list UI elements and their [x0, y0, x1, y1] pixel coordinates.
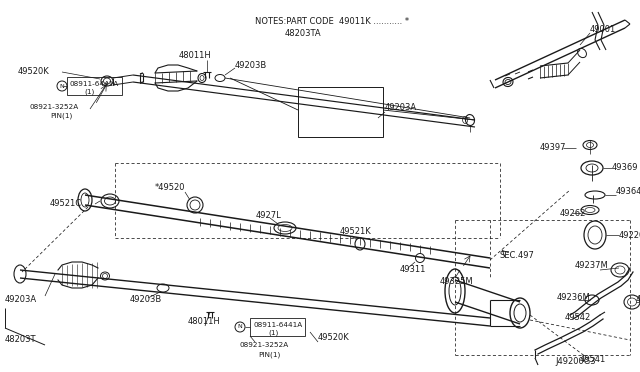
- Bar: [250, 318, 305, 336]
- Text: 49237M: 49237M: [575, 260, 609, 269]
- Text: 49203B: 49203B: [130, 295, 163, 305]
- Text: 49520K: 49520K: [318, 334, 349, 343]
- Text: 48203T: 48203T: [5, 336, 36, 344]
- Text: (1): (1): [268, 330, 278, 336]
- Text: PIN(1): PIN(1): [50, 113, 72, 119]
- Text: (1): (1): [84, 89, 94, 95]
- Bar: [298, 87, 383, 137]
- Text: *49520: *49520: [155, 183, 186, 192]
- Text: SEC.497: SEC.497: [500, 250, 535, 260]
- Bar: [67, 77, 122, 95]
- Text: 49203A: 49203A: [5, 295, 37, 305]
- Text: 49364: 49364: [616, 187, 640, 196]
- Text: PIN(1): PIN(1): [258, 352, 280, 358]
- Text: 49542: 49542: [565, 314, 591, 323]
- Text: J49200G3: J49200G3: [555, 357, 596, 366]
- Text: 49397: 49397: [540, 144, 566, 153]
- Text: 49521K: 49521K: [340, 228, 372, 237]
- Text: 49311: 49311: [400, 266, 426, 275]
- Text: 49520K: 49520K: [18, 67, 50, 77]
- Text: 49262: 49262: [560, 208, 586, 218]
- Text: 49521C: 49521C: [50, 199, 82, 208]
- Text: 08921-3252A: 08921-3252A: [240, 342, 289, 348]
- Text: N: N: [60, 83, 65, 89]
- Text: 08911-6441A: 08911-6441A: [70, 81, 119, 87]
- Text: 49369: 49369: [612, 164, 639, 173]
- Text: NOTES:PART CODE  49011K ........... *: NOTES:PART CODE 49011K ........... *: [255, 17, 409, 26]
- Text: 48203TA: 48203TA: [285, 29, 322, 38]
- Text: 48011H: 48011H: [179, 51, 211, 60]
- Text: 49325M: 49325M: [440, 278, 474, 286]
- Text: 48011H: 48011H: [188, 317, 221, 327]
- Text: 49001: 49001: [590, 26, 616, 35]
- Text: 4927L: 4927L: [256, 211, 282, 219]
- Text: N: N: [237, 324, 243, 330]
- Text: 49541: 49541: [580, 356, 606, 365]
- Text: 08921-3252A: 08921-3252A: [30, 104, 79, 110]
- Text: 49231M: 49231M: [636, 295, 640, 305]
- Text: 08911-6441A: 08911-6441A: [253, 322, 302, 328]
- Text: 49203B: 49203B: [235, 61, 268, 70]
- Text: 49220: 49220: [619, 231, 640, 240]
- Text: 49236M: 49236M: [557, 294, 591, 302]
- Text: 49203A: 49203A: [385, 103, 417, 112]
